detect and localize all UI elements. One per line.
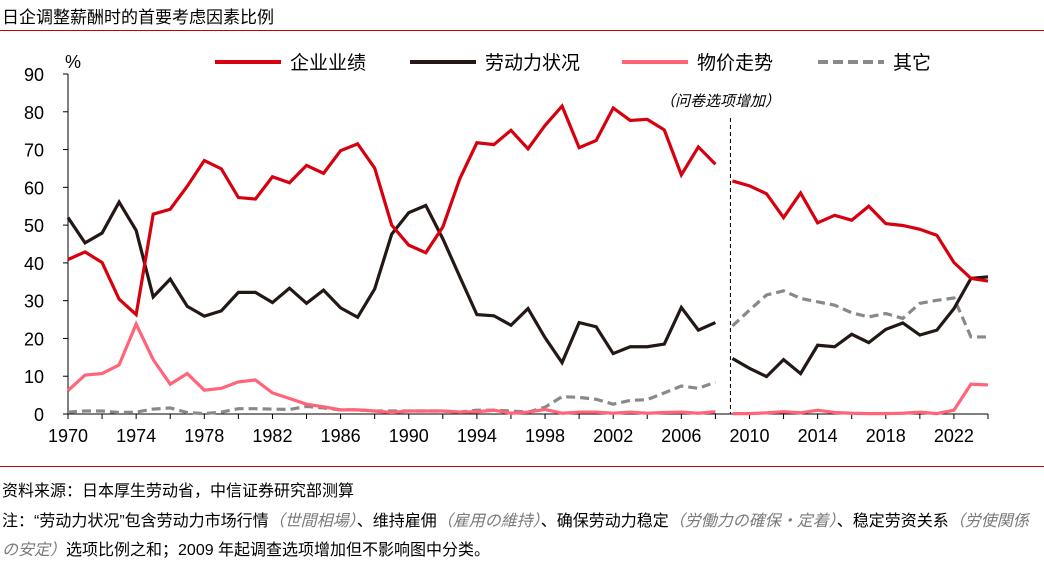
series-line-4 <box>731 289 988 339</box>
annotation-survey-change: （问卷选项增加） <box>660 93 780 110</box>
x-tick-label: 2018 <box>866 426 906 446</box>
x-tick-label: 2014 <box>798 426 838 446</box>
footnote-text: 、维持雇佣 <box>356 513 437 530</box>
footnote-japanese-term: （世間相場） <box>268 513 357 530</box>
y-axis-unit: % <box>65 52 81 72</box>
x-tick-label: 2006 <box>661 426 701 446</box>
bottom-divider <box>0 466 1044 467</box>
x-tick-label: 2022 <box>934 426 974 446</box>
y-tick-label: 80 <box>24 103 44 123</box>
line-chart: 0 10 20 30 40 50 60 70 80 90 1970 1974 1978 1982 1986 1… <box>24 52 989 446</box>
y-tick-label: 60 <box>24 178 44 198</box>
legend: 企业业绩 劳动力状况 物价走势 其它 <box>215 52 931 74</box>
chart-title: 日企调整薪酬时的首要考虑因素比例 <box>2 8 274 27</box>
y-tick-label: 10 <box>24 367 44 387</box>
series-lines <box>66 103 989 416</box>
footnote-text: 注：“劳动力状况”包含劳动力市场行情 <box>2 513 269 530</box>
x-tick-label: 1982 <box>252 426 292 446</box>
legend-label: 企业业绩 <box>290 52 366 74</box>
x-tick-label: 1970 <box>48 426 88 446</box>
x-tick-label: 1978 <box>184 426 224 446</box>
x-tick-label: 1974 <box>116 426 156 446</box>
axes: 0 10 20 30 40 50 60 70 80 90 1970 1974 1978 1982 1986 1… <box>24 65 989 446</box>
series-line-1 <box>732 179 989 283</box>
y-tick-label: 50 <box>24 216 44 236</box>
footnote-text: 、稳定劳资关系 <box>836 513 949 530</box>
x-tick-label: 1990 <box>389 426 429 446</box>
series-line-3 <box>66 320 716 415</box>
x-tick-label: 1986 <box>321 426 361 446</box>
series-line-2 <box>66 198 717 366</box>
legend-label: 物价走势 <box>697 52 773 74</box>
x-tick-label: 2010 <box>729 426 769 446</box>
y-tick-label: 70 <box>24 141 44 161</box>
series-line-4 <box>67 380 716 416</box>
source-note: 资料来源：日本厚生劳动省，中信证券研究部测算 <box>2 483 355 500</box>
top-divider <box>0 30 1044 31</box>
legend-label: 其它 <box>893 52 931 74</box>
y-tick-label: 90 <box>24 65 44 85</box>
y-tick-label: 20 <box>24 329 44 349</box>
footnote-japanese-term: （労使関係の安定） <box>2 513 1029 559</box>
series-line-1 <box>67 103 717 318</box>
series-line-3 <box>732 382 989 416</box>
x-tick-label: 1998 <box>525 426 565 446</box>
series-line-2 <box>731 275 989 379</box>
footnote-japanese-term: （労働力の確保・定着） <box>668 513 837 530</box>
x-tick-label: 2002 <box>593 426 633 446</box>
footnote-text: 选项比例之和；2009 年起调查选项增加但不影响图中分类。 <box>66 542 491 559</box>
footnote-japanese-term: （雇用の維持） <box>436 513 541 530</box>
y-tick-label: 40 <box>24 254 44 274</box>
y-tick-label: 0 <box>34 405 44 425</box>
legend-label: 劳动力状况 <box>485 52 580 74</box>
footnote: 注：“劳动力状况”包含劳动力市场行情（世間相場）、维持雇佣（雇用の維持）、确保劳… <box>2 507 1042 565</box>
footnote-text: 、确保劳动力稳定 <box>540 513 669 530</box>
y-tick-label: 30 <box>24 292 44 312</box>
x-tick-label: 1994 <box>457 426 497 446</box>
